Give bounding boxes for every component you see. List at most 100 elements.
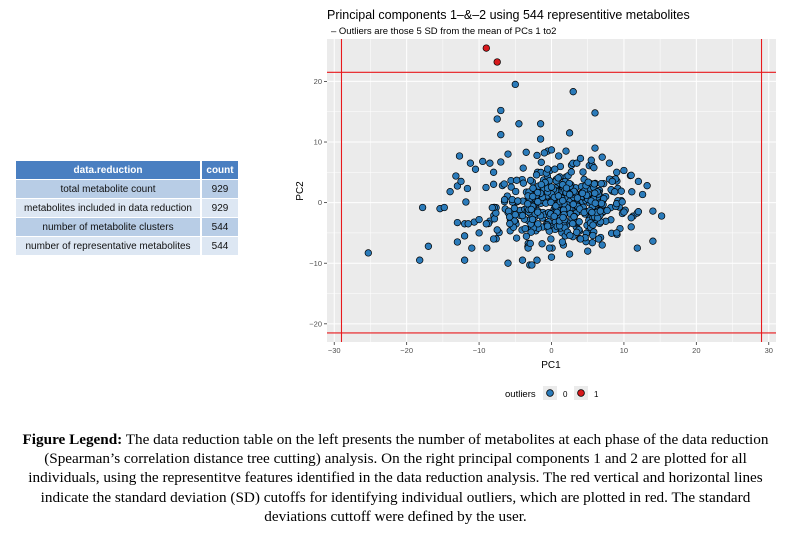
row-label: total metabolite count — [16, 179, 200, 198]
data-point — [455, 152, 464, 160]
x-tick-label: 0 — [549, 346, 553, 355]
data-point — [649, 237, 657, 245]
data-point — [613, 168, 621, 176]
x-tick-label: −10 — [473, 346, 486, 355]
data-point — [588, 208, 596, 217]
data-point — [475, 215, 483, 224]
y-tick-label: −20 — [309, 319, 322, 328]
data-point — [512, 187, 520, 196]
data-point — [529, 192, 537, 201]
data-point — [460, 232, 469, 240]
data-point — [460, 256, 469, 264]
data-point — [547, 183, 556, 191]
table-row: total metabolite count 929 — [16, 179, 238, 198]
data-point — [559, 197, 567, 205]
data-point — [547, 253, 556, 261]
data-point — [588, 239, 597, 247]
data-point — [471, 165, 480, 173]
data-point — [493, 226, 501, 234]
data-point — [555, 152, 563, 160]
data-point — [620, 166, 628, 175]
data-point — [457, 177, 465, 186]
table-row: number of metabolite clusters 544 — [16, 217, 238, 236]
data-point — [526, 176, 535, 185]
data-point — [511, 211, 519, 219]
data-point — [527, 205, 535, 214]
x-tick-label: 20 — [692, 346, 700, 355]
data-point — [576, 154, 585, 163]
data-point — [488, 204, 496, 212]
data-point — [565, 190, 574, 199]
x-tick-label: −30 — [328, 346, 341, 355]
data-point — [489, 168, 498, 176]
data-point — [550, 212, 558, 220]
data-point — [589, 221, 597, 229]
data-point — [519, 179, 528, 187]
legend-key-0 — [546, 389, 554, 397]
data-point — [521, 224, 529, 233]
data-point — [657, 212, 666, 220]
data-point — [545, 244, 554, 252]
data-point — [566, 231, 574, 240]
legend-label-0: 0 — [563, 390, 568, 399]
chart-legend: outliers 0 1 — [505, 386, 599, 400]
data-point — [559, 213, 567, 222]
data-point — [573, 228, 581, 236]
data-point — [569, 219, 577, 228]
x-tick-label: −20 — [400, 346, 413, 355]
data-point — [479, 157, 487, 166]
data-point — [597, 180, 605, 188]
data-point — [617, 187, 625, 195]
data-point — [573, 159, 581, 167]
data-point — [504, 259, 512, 267]
data-point — [570, 213, 578, 221]
x-tick-label: 30 — [765, 346, 773, 355]
data-point — [569, 200, 577, 208]
data-point — [538, 240, 546, 248]
table-row: number of representative metabolites 544 — [16, 236, 238, 255]
data-point — [537, 180, 545, 189]
data-point — [613, 229, 621, 237]
data-point — [562, 184, 571, 192]
col-header-data-reduction: data.reduction — [16, 161, 200, 179]
chart-subtitle: – Outliers are those 5 SD from the mean … — [331, 26, 556, 37]
data-point — [453, 238, 462, 246]
table-header-row: data.reduction count — [16, 161, 238, 179]
data-point — [594, 235, 603, 243]
legend-label-1: 1 — [594, 390, 599, 399]
data-point — [518, 256, 527, 264]
data-point — [524, 200, 532, 208]
col-header-count: count — [200, 161, 238, 179]
data-point — [497, 158, 505, 166]
data-point — [493, 58, 501, 66]
data-point — [589, 231, 597, 240]
data-point — [533, 256, 541, 264]
y-axis-label: PC2 — [295, 181, 306, 201]
data-point — [591, 199, 599, 207]
data-point — [506, 220, 514, 228]
row-count: 544 — [200, 236, 238, 255]
data-point — [527, 228, 535, 236]
data-point — [466, 159, 475, 167]
data-point — [513, 176, 521, 184]
data-point — [565, 250, 574, 258]
data-point — [547, 146, 556, 154]
data-point — [627, 171, 635, 179]
data-point — [518, 211, 527, 220]
data-point — [528, 261, 536, 269]
data-reduction-table: data.reduction count total metabolite co… — [16, 161, 238, 255]
data-point — [578, 189, 587, 197]
data-point — [591, 144, 599, 152]
data-point — [500, 196, 509, 204]
data-point — [497, 106, 505, 115]
y-tick-label: −10 — [309, 259, 322, 268]
data-point — [628, 188, 636, 196]
data-point — [634, 208, 643, 216]
data-point — [468, 244, 476, 252]
row-count: 544 — [200, 217, 238, 236]
data-point — [590, 164, 598, 172]
data-point — [551, 165, 559, 173]
data-point — [649, 207, 657, 215]
data-point — [537, 158, 545, 166]
data-points — [364, 44, 666, 269]
